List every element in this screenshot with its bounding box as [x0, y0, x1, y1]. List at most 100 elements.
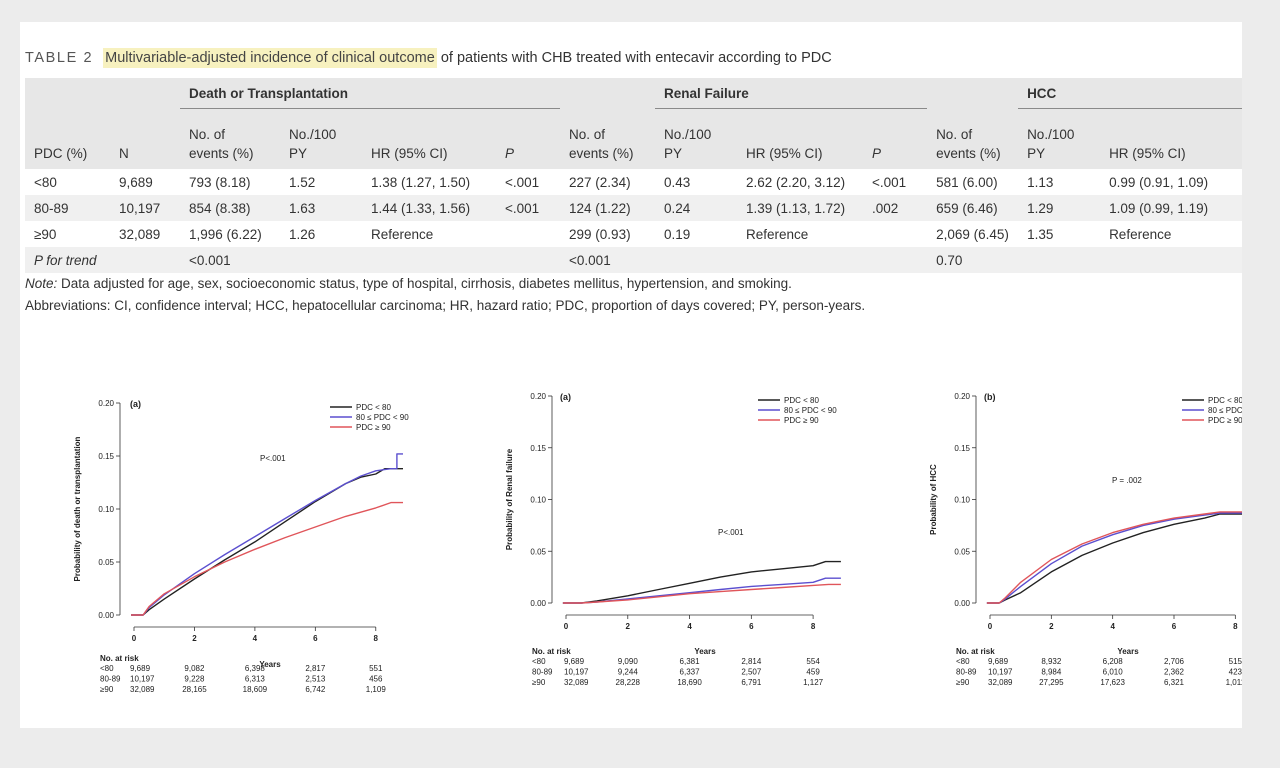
outcome-table: Death or Transplantation Renal Failure H… [25, 78, 1242, 273]
y-axis-label: Probability of death or transplantation [73, 436, 82, 581]
risk-value: 9,228 [184, 675, 205, 684]
y-tick-label: 0.20 [98, 399, 114, 408]
km-curve-3 [131, 501, 403, 616]
risk-value: 32,089 [130, 685, 155, 694]
risk-value: 423 [1229, 668, 1242, 677]
highlighted-title[interactable]: Multivariable-adjusted incidence of clin… [103, 48, 437, 68]
risk-value: 459 [806, 668, 820, 677]
risk-value: 9,082 [184, 664, 205, 673]
y-tick-label: 0.05 [954, 547, 970, 556]
x-tick-label: 6 [749, 622, 754, 631]
x-tick-label: 6 [313, 634, 318, 643]
col-renal-hr: HR (95% CI) [737, 108, 864, 169]
legend-label: PDC ≥ 90 [784, 416, 819, 425]
legend-label: 80 ≤ PDC < 90 [784, 406, 837, 415]
risk-row-label: 80-89 [956, 668, 977, 677]
x-tick-label: 4 [253, 634, 258, 643]
risk-value: 18,690 [677, 678, 702, 687]
risk-value: 6,337 [680, 668, 701, 677]
chart-death-transplant: 0.00 0.05 0.10 0.15 0.20 Probability of death… [73, 399, 409, 694]
risk-value: 18,609 [243, 685, 268, 694]
risk-value: 2,362 [1164, 668, 1185, 677]
risk-value: 28,228 [616, 678, 641, 687]
col-renal-p: P [863, 108, 928, 169]
col-renal-py: No./100 PY [655, 108, 738, 169]
km-curve-1 [562, 560, 841, 604]
col-n: N [110, 108, 180, 169]
legend-label: PDC ≥ 90 [356, 423, 391, 432]
col-pdc: PDC (%) [25, 108, 110, 169]
legend-label: PDC < 80 [356, 403, 391, 412]
table-abbreviations: Abbreviations: CI, confidence interval; … [25, 298, 866, 313]
group-hcc: HCC [1018, 78, 1242, 109]
risk-value: 1,127 [803, 678, 824, 687]
y-tick-label: 0.15 [98, 452, 114, 461]
risk-value: 1,011 [1226, 678, 1242, 687]
risk-value: 8,932 [1041, 657, 1062, 666]
risk-value: 2,706 [1164, 657, 1185, 666]
x-tick-label: 0 [132, 634, 137, 643]
table-label: TABLE 2 [25, 50, 94, 66]
col-death-events: No. of events (%) [180, 108, 280, 169]
km-curve-1 [131, 468, 403, 616]
km-curve-3 [986, 511, 1242, 604]
y-tick-label: 0.10 [98, 505, 114, 514]
risk-value: 6,398 [245, 664, 266, 673]
y-tick-label: 0.20 [954, 392, 970, 401]
risk-value: 9,689 [564, 657, 585, 666]
risk-value: 17,623 [1100, 678, 1125, 687]
panel-label: (b) [984, 392, 996, 402]
table-caption: TABLE 2 Multivariable-adjusted incidence … [25, 48, 832, 68]
km-curve-2 [131, 453, 403, 616]
risk-value: 8,984 [1041, 668, 1062, 677]
article-page: TABLE 2 Multivariable-adjusted incidence … [20, 22, 1242, 728]
risk-value: 9,689 [130, 664, 151, 673]
x-tick-label: 4 [687, 622, 692, 631]
km-curve-1 [986, 513, 1242, 604]
risk-value: 9,689 [988, 657, 1009, 666]
x-tick-label: 6 [1172, 622, 1177, 631]
risk-row-label: ≥90 [100, 685, 114, 694]
x-axis-label: Years [694, 647, 716, 656]
risk-row-label: 80-89 [532, 668, 553, 677]
risk-row-label: ≥90 [956, 678, 970, 687]
risk-value: 10,197 [988, 668, 1013, 677]
risk-value: 9,244 [618, 668, 639, 677]
chart-renal-failure: 0.00 0.05 0.10 0.15 0.20 Probability of Renal… [505, 392, 841, 687]
legend-label: 80 ≤ PDC < 90 [1208, 406, 1242, 415]
y-axis-label: Probability of Renal failure [505, 448, 514, 550]
km-curve-3 [562, 583, 841, 604]
risk-value: 10,197 [130, 675, 155, 684]
risk-row-label: <80 [956, 657, 970, 666]
risk-table-title: No. at risk [532, 647, 571, 656]
y-tick-label: 0.15 [530, 444, 546, 453]
y-tick-label: 0.05 [530, 547, 546, 556]
trend-row: P for trend <0.001 <0.001 0.70 [25, 247, 1242, 273]
group-header-row: Death or Transplantation Renal Failure H… [25, 78, 1242, 109]
risk-row-label: 80-89 [100, 675, 121, 684]
risk-value: 1,109 [366, 685, 387, 694]
x-tick-label: 2 [192, 634, 197, 643]
risk-value: 2,814 [741, 657, 762, 666]
table-row: 80-89 10,197 854 (8.38) 1.63 1.44 (1.33, 1… [25, 195, 1242, 221]
legend-label: 80 ≤ PDC < 90 [356, 413, 409, 422]
risk-row-label: <80 [532, 657, 546, 666]
legend-label: PDC ≥ 90 [1208, 416, 1242, 425]
x-tick-label: 8 [1233, 622, 1238, 631]
x-tick-label: 0 [564, 622, 569, 631]
y-tick-label: 0.20 [530, 392, 546, 401]
risk-value: 9,090 [618, 657, 639, 666]
risk-table-title: No. at risk [100, 654, 139, 663]
table-row: <80 9,689 793 (8.18) 1.52 1.38 (1.27, 1.50… [34, 174, 1209, 190]
risk-value: 27,295 [1039, 678, 1064, 687]
column-header-row: PDC (%) N No. of events (%) No./100 PY HR … [25, 108, 1242, 169]
risk-value: 6,742 [305, 685, 326, 694]
y-tick-label: 0.15 [954, 444, 970, 453]
risk-value: 6,208 [1103, 657, 1124, 666]
risk-value: 515 [1229, 657, 1242, 666]
p-value-annotation: P = .002 [1112, 476, 1142, 485]
y-tick-label: 0.10 [954, 496, 970, 505]
risk-value: 551 [369, 664, 383, 673]
risk-value: 6,321 [1164, 678, 1185, 687]
risk-value: 554 [806, 657, 820, 666]
